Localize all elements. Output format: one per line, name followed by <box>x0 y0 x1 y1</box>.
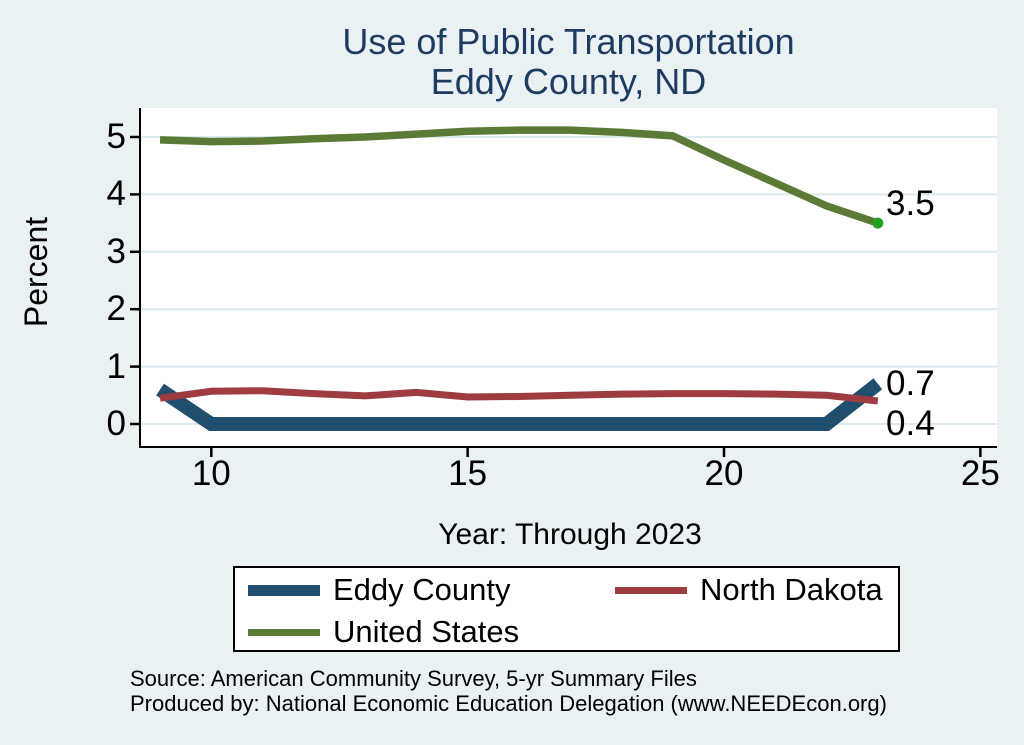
x-tick-label: 15 <box>448 454 488 493</box>
y-tick-label: 2 <box>106 289 126 329</box>
end-label-north-dakota: 0.4 <box>886 404 935 443</box>
y-tick-label: 3 <box>106 231 126 271</box>
series-line-north-dakota <box>159 387 879 405</box>
legend-label-north-dakota: North Dakota <box>700 572 883 607</box>
legend-label-united-states: United States <box>333 614 520 649</box>
chart-title-line1: Use of Public Transportation <box>342 21 795 62</box>
legend-swatch-united-states <box>248 628 320 636</box>
legend-swatch-eddy-county <box>248 584 320 596</box>
x-tick-label: 20 <box>704 454 744 493</box>
y-tick-label: 0 <box>106 404 126 443</box>
producer-note: Produced by: National Economic Education… <box>130 691 887 716</box>
y-tick-label: 4 <box>106 174 126 214</box>
legend-item-north-dakota: North Dakota <box>615 571 883 609</box>
legend-item-united-states: United States <box>248 613 519 651</box>
series-line-eddy-county <box>156 378 883 431</box>
source-note: Source: American Community Survey, 5-yr … <box>130 666 697 691</box>
x-axis-title: Year: Through 2023 <box>438 518 702 551</box>
end-label-united-states: 3.5 <box>886 184 935 223</box>
legend-item-eddy-county: Eddy County <box>248 571 511 609</box>
legend-label-eddy-county: Eddy County <box>333 572 511 607</box>
chart-title-line2: Eddy County, ND <box>430 61 707 102</box>
legend-swatch-north-dakota <box>615 586 687 594</box>
footnotes: Source: American Community Survey, 5-yr … <box>130 666 887 716</box>
end-label-eddy-county: 0.7 <box>886 364 935 403</box>
y-tick-label: 5 <box>106 117 126 156</box>
x-tick-label: 10 <box>191 454 231 493</box>
legend: Eddy County North Dakota United States <box>233 566 900 652</box>
x-tick-label: 25 <box>960 454 1000 493</box>
y-tick-label: 1 <box>106 346 126 386</box>
chart-title: Use of Public Transportation Eddy County… <box>140 22 997 102</box>
last-point-marker <box>872 217 884 229</box>
series-line-united-states <box>159 126 880 227</box>
